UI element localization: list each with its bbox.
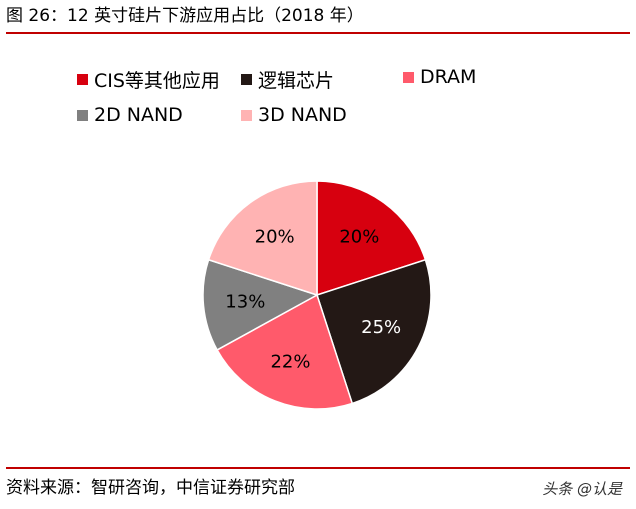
slice-label-2d-nand: 13% (225, 291, 265, 312)
pie-slice-3d-nand (207, 180, 318, 297)
legend-item-3d-nand: 3D NAND (241, 104, 347, 126)
slice-label-3d-nand: 20% (255, 226, 295, 247)
legend-item-2d-nand: 2D NAND (77, 104, 183, 126)
legend-swatch-logic (241, 74, 252, 85)
slice-label-logic: 25% (361, 317, 401, 338)
legend-swatch-cis (77, 74, 88, 85)
pie-slice-dram (216, 293, 354, 410)
chart-title: 图 26：12 英寸硅片下游应用占比（2018 年） (6, 6, 364, 26)
legend-swatch-dram (403, 71, 414, 83)
source-note: 资料来源：智研咨询，中信证券研究部 (6, 478, 295, 498)
pie-slice-cis (316, 180, 427, 297)
legend-item-dram: DRAM (403, 66, 476, 88)
legend-swatch-3d-nand (241, 109, 252, 121)
top-divider (6, 32, 630, 34)
legend-swatch-2d-nand (77, 109, 88, 121)
legend-label-cis: CIS等其他应用 (94, 70, 220, 92)
watermark: 头条 @认是 (542, 480, 622, 498)
pie-slice-logic (316, 258, 432, 405)
legend-label-logic: 逻辑芯片 (258, 70, 335, 92)
slice-label-dram: 22% (270, 351, 310, 372)
legend-label-2d-nand: 2D NAND (94, 104, 183, 126)
chart-legend: CIS等其他应用 逻辑芯片 DRAM 2D NAND 3D NAND (0, 0, 636, 140)
legend-label-3d-nand: 3D NAND (258, 104, 347, 126)
pie-slice-2d-nand (202, 258, 319, 351)
slice-label-cis: 20% (339, 226, 379, 247)
legend-item-cis: CIS等其他应用 (77, 66, 220, 93)
legend-label-dram: DRAM (420, 66, 477, 88)
bottom-divider (6, 467, 630, 469)
legend-item-logic: 逻辑芯片 (241, 66, 334, 93)
